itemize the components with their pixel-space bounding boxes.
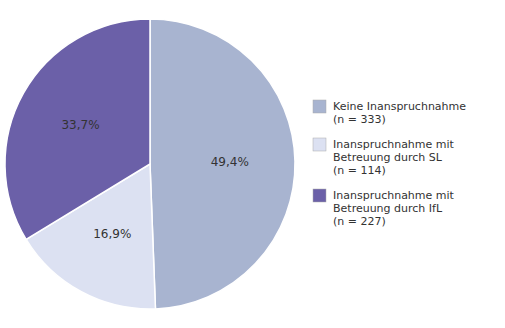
pie-plot <box>5 19 295 309</box>
legend-label: Keine Inanspruchnahme(n = 333) <box>333 100 466 126</box>
legend-label-line: Inanspruchnahme mit <box>333 189 455 202</box>
legend-label-line: (n = 227) <box>333 215 386 228</box>
legend-item: Inanspruchnahme mitBetreuung durch SL(n … <box>313 138 455 177</box>
pie-slice <box>150 19 295 309</box>
pie-slice <box>5 19 150 239</box>
legend-item: Keine Inanspruchnahme(n = 333) <box>313 100 466 126</box>
legend-label-line: (n = 114) <box>333 164 386 177</box>
legend-swatch <box>313 189 326 202</box>
data-label: 33,7% <box>61 118 99 132</box>
legend-label: Inanspruchnahme mitBetreuung durch IfL(n… <box>333 189 455 228</box>
legend-swatch <box>313 138 326 151</box>
legend-label-line: Inanspruchnahme mit <box>333 138 455 151</box>
legend-item: Inanspruchnahme mitBetreuung durch IfL(n… <box>313 189 455 228</box>
legend-label-line: Betreuung durch SL <box>333 151 443 164</box>
legend-swatch <box>313 100 326 113</box>
legend: Keine Inanspruchnahme(n = 333) Inanspruch… <box>313 100 466 228</box>
legend-label-line: Betreuung durch IfL <box>333 202 443 215</box>
legend-label-line: Keine Inanspruchnahme <box>333 100 466 113</box>
legend-label: Inanspruchnahme mitBetreuung durch SL(n … <box>333 138 455 177</box>
chart-root: 49,4%16,9%33,7%Keine Inanspruchnahme(n =… <box>0 0 505 328</box>
data-labels: 49,4% 16,9% 33,7% <box>61 118 248 241</box>
data-label: 49,4% <box>211 155 249 169</box>
data-label: 16,9% <box>93 227 131 241</box>
legend-label-line: (n = 333) <box>333 113 386 126</box>
